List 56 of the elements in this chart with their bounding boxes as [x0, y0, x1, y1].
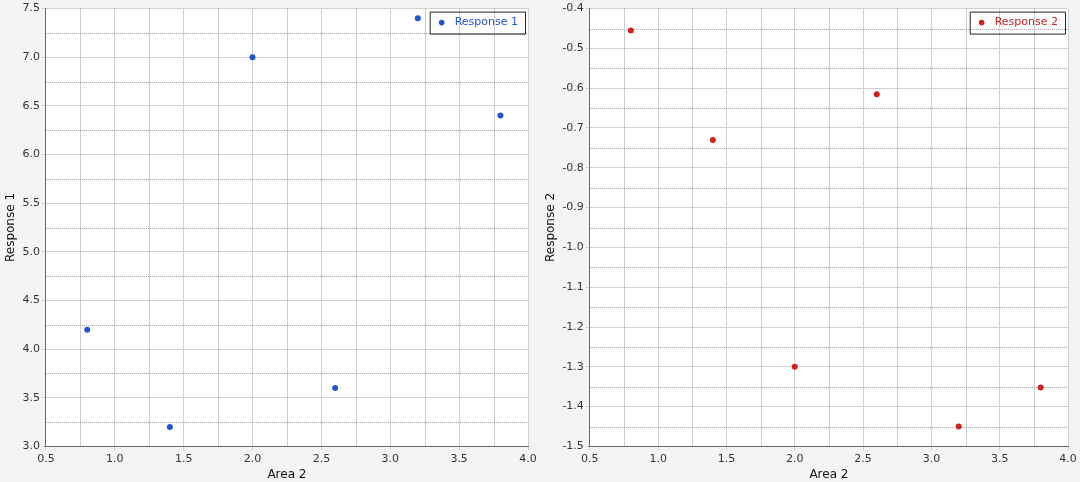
x-tick-label: 2.0: [786, 451, 804, 465]
y-tick-label: -0.8: [562, 160, 584, 174]
x-tick-label: 2.5: [312, 451, 331, 465]
y-tick-label: 5.0: [22, 244, 40, 258]
x-tick-label: 2.0: [243, 451, 262, 465]
y-tick-label: 7.5: [22, 1, 40, 15]
y-tick-label: 4.5: [22, 293, 40, 307]
y-tick-label: -0.9: [562, 200, 584, 214]
y-axis-title: Response 1: [3, 192, 18, 263]
x-tick-label: 1.0: [649, 451, 667, 465]
point: [1037, 384, 1044, 391]
x-axis-title: Area 2: [809, 466, 849, 481]
y-tick-label: -1.5: [562, 439, 584, 453]
y-tick-label: 5.5: [22, 196, 40, 210]
point: [414, 15, 421, 22]
point: [249, 54, 256, 61]
point: [873, 91, 880, 98]
x-tick-label: 3.0: [922, 451, 941, 465]
x-tick-label: 0.5: [37, 451, 55, 465]
y-tick-label: -1.3: [562, 359, 584, 373]
y-tick-label: -0.6: [562, 81, 584, 95]
x-tick-label: 1.5: [174, 451, 193, 465]
point: [84, 326, 91, 333]
point: [166, 423, 173, 430]
y-tick-label: 4.0: [22, 341, 40, 355]
x-axis-title: Area 2: [267, 466, 307, 481]
y-tick-label: -0.4: [562, 1, 584, 15]
point: [627, 27, 634, 34]
y-tick-label: -0.5: [562, 41, 584, 55]
x-tick-label: 3.0: [381, 451, 400, 465]
x-tick-label: 0.5: [581, 451, 599, 465]
y-tick-label: 6.5: [22, 98, 40, 112]
x-tick-label: 1.0: [106, 451, 124, 465]
x-tick-label: 3.5: [450, 451, 468, 465]
x-tick-label: 2.5: [854, 451, 872, 465]
y-tick-label: -1.2: [562, 319, 584, 333]
text: Response 1: [454, 15, 518, 29]
y-tick-label: 6.0: [22, 147, 40, 161]
x-tick-label: 3.5: [990, 451, 1009, 465]
point: [791, 363, 798, 370]
x-tick-label: 4.0: [1059, 451, 1077, 465]
y-tick-label: 7.0: [22, 50, 40, 64]
y-tick-label: 3.5: [22, 390, 40, 404]
point: [709, 136, 716, 143]
y-tick-label: -1.1: [562, 280, 584, 294]
y-tick-label: 3.0: [22, 439, 40, 453]
text: Response 2: [994, 15, 1058, 29]
point: [955, 423, 962, 430]
point: [497, 112, 504, 119]
y-tick-label: -1.0: [562, 240, 584, 254]
point: [332, 385, 339, 392]
y-axis-title: Response 2: [543, 192, 558, 263]
y-tick-label: -0.7: [562, 120, 584, 134]
x-tick-label: 1.5: [717, 451, 736, 465]
y-tick-label: -1.4: [562, 399, 584, 413]
x-tick-label: 4.0: [519, 451, 537, 465]
